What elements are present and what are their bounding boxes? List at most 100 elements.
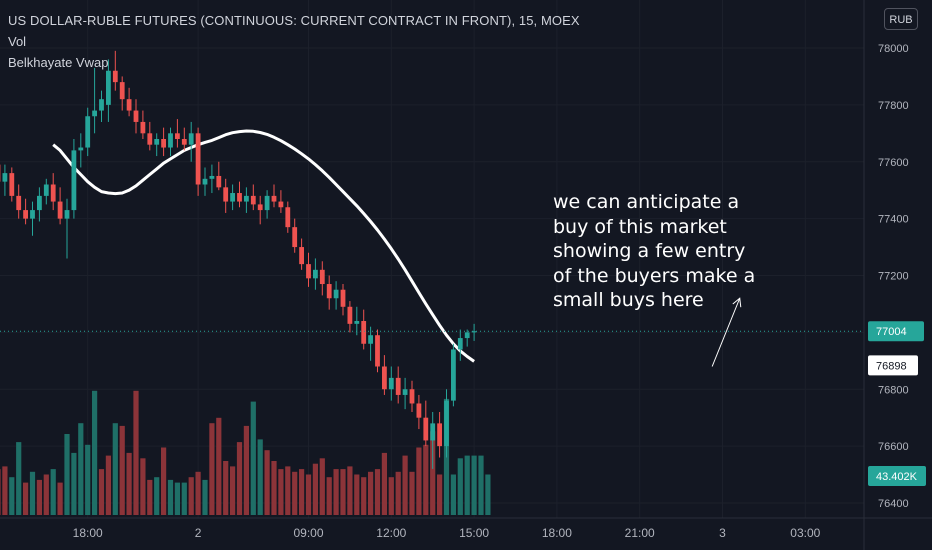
volume-bar — [409, 471, 415, 515]
volume-bar — [381, 452, 387, 515]
vwap-line — [52, 129, 475, 363]
volume-bar — [326, 477, 332, 515]
annotation-arrow — [711, 297, 742, 367]
candle-body — [140, 121, 146, 134]
volume-bar — [181, 482, 187, 515]
candle-body — [50, 184, 56, 202]
time-tick-label: 15:00 — [459, 526, 489, 540]
volume-bar — [29, 471, 36, 515]
vwap-price-tag-bg — [868, 355, 918, 376]
volume-bar — [9, 477, 15, 515]
candle-body — [23, 210, 28, 219]
candle-body — [9, 173, 15, 196]
volume-bar — [0, 469, 1, 515]
price-tick-label: 76400 — [878, 498, 909, 510]
volume-bar — [292, 471, 298, 515]
volume-bar — [361, 477, 367, 515]
volume-bar — [223, 461, 229, 515]
candle-body — [237, 193, 242, 202]
indicator-vol-label[interactable]: Vol — [8, 34, 27, 49]
price-axis[interactable]: 7800077800776007740077200770007680076600… — [863, 0, 926, 550]
volume-bar — [285, 466, 291, 515]
candle-body — [202, 178, 208, 185]
volume-bar — [278, 469, 284, 515]
candle-body — [430, 423, 436, 441]
candle-body — [354, 321, 360, 324]
volume-bar — [402, 455, 408, 515]
candle-body — [388, 377, 394, 390]
annotation-line: buy of this market — [553, 215, 727, 238]
candle-body — [188, 133, 194, 145]
candle-body — [85, 116, 91, 148]
candle-body — [71, 150, 77, 211]
volume-bar — [36, 479, 42, 515]
candle-body — [230, 193, 235, 202]
time-tick-label: 18:00 — [73, 526, 103, 540]
time-tick-label: 3 — [719, 526, 726, 540]
annotation-line: we can anticipate a — [553, 191, 740, 213]
volume-bar — [264, 450, 270, 515]
price-tick-label: 76800 — [878, 384, 909, 396]
volume-bar — [105, 455, 111, 515]
volume-bar — [126, 452, 132, 515]
volume-bar — [305, 474, 312, 515]
candle-body — [271, 195, 277, 202]
arrow-shaft — [711, 298, 741, 367]
grid-lines — [0, 0, 864, 518]
candle-body — [375, 335, 380, 367]
candle-body — [326, 284, 332, 299]
candle-body — [264, 195, 270, 211]
volume-bar — [464, 455, 470, 515]
volume-bar — [16, 442, 22, 515]
candle-body — [471, 331, 477, 333]
candle-body — [250, 195, 256, 205]
candle-body — [57, 201, 63, 219]
volume-bar — [478, 455, 484, 515]
candle-body — [340, 289, 346, 307]
candle-body — [43, 184, 49, 196]
candle-body — [451, 349, 456, 401]
candle-body — [37, 195, 42, 211]
candle-body — [216, 175, 222, 188]
volume-bar — [374, 469, 381, 515]
volume-bar — [202, 479, 208, 515]
annotation-line: showing a few entry — [553, 240, 746, 262]
volume-bar — [368, 471, 374, 515]
candle-body — [133, 110, 139, 122]
candle-body — [457, 338, 463, 350]
candle-body — [278, 201, 284, 208]
price-tick-label: 77400 — [878, 214, 909, 226]
candle-body — [299, 247, 304, 265]
chart-legend: US DOLLAR-RUBLE FUTURES (CONTINUOUS: CUR… — [8, 10, 580, 73]
volume-bar — [43, 474, 49, 515]
volume-bar — [23, 482, 29, 515]
volume-bar — [485, 474, 491, 515]
candle-body — [361, 321, 367, 344]
candle-body — [147, 133, 153, 145]
volume-bar — [133, 390, 139, 515]
annotation-line: small buys here — [553, 289, 704, 311]
volume-bar — [230, 466, 236, 515]
symbol-title[interactable]: US DOLLAR-RUBLE FUTURES (CONTINUOUS: CUR… — [8, 13, 580, 28]
indicator-vwap-label[interactable]: Belkhayate Vwap — [8, 55, 109, 70]
volume-bar — [209, 423, 215, 515]
last-price-tag-bg — [868, 321, 924, 342]
volume-bar — [437, 474, 443, 515]
price-tick-label: 77800 — [878, 100, 909, 112]
volume-bar — [430, 431, 436, 515]
currency-button[interactable]: RUB — [884, 8, 918, 30]
volume-bar — [388, 477, 394, 515]
candle-body — [257, 204, 263, 211]
volume-bar — [147, 479, 153, 515]
time-axis[interactable]: 18:00 2 09:00 12:00 15:00 18:00 21:00 3 03:00 — [0, 517, 932, 540]
volume-bar — [471, 455, 477, 515]
vwap-path — [52, 129, 475, 363]
candle-body — [347, 306, 353, 324]
volume-bar — [85, 444, 91, 515]
candle-body — [64, 210, 70, 219]
candle-body — [99, 99, 104, 111]
candle-body — [395, 377, 401, 395]
volume-bar — [250, 401, 256, 515]
candle-body — [2, 173, 8, 182]
